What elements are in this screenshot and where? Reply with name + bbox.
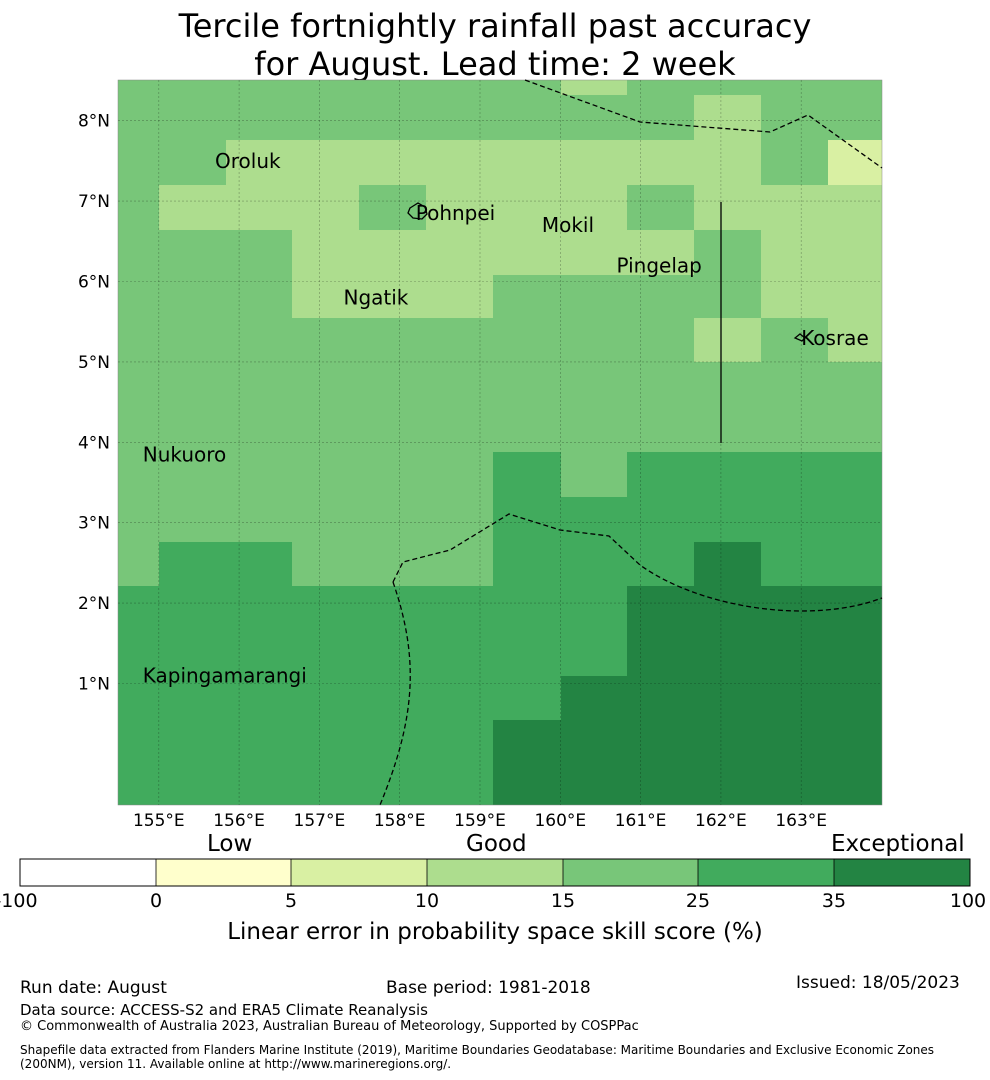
lat-tick-label: 2°N: [78, 594, 110, 614]
skill-cell: [493, 497, 882, 542]
island-label: Pohnpei: [416, 201, 496, 225]
colorbar-segment: [427, 859, 563, 886]
base-period: Base period: 1981-2018: [386, 978, 591, 998]
colorbar-category-exceptional: Exceptional: [831, 831, 965, 857]
colorbar-tick: 15: [550, 890, 576, 912]
island-outlines: [407, 202, 806, 342]
skill-cell: [561, 676, 627, 805]
skill-cell: [493, 542, 694, 586]
shapefile-credit-line2: (200NM), version 11. Available online at…: [20, 1057, 452, 1071]
island-label: Mokil: [542, 213, 594, 237]
lat-tick-label: 6°N: [78, 273, 110, 293]
colorbar-segment: [156, 859, 291, 886]
lon-tick-label: 162°E: [695, 811, 747, 831]
lat-tick-label: 5°N: [78, 353, 110, 373]
colorbar-tick: 10: [414, 890, 440, 912]
colorbar-title: Linear error in probability space skill …: [227, 919, 763, 945]
colorbar-tick: 35: [821, 890, 847, 912]
colorbar-tick: 5: [284, 890, 298, 912]
eez-boundaries: [379, 79, 883, 806]
island-label: Nukuoro: [143, 442, 227, 466]
skill-cell: [828, 140, 882, 185]
colorbar-segment: [20, 859, 156, 886]
lon-tick-label: 157°E: [294, 811, 346, 831]
colorbar-segment: [291, 859, 427, 886]
colorbar-frame: [19, 858, 971, 887]
skill-cell: [292, 275, 493, 318]
lon-tick-label: 159°E: [454, 811, 506, 831]
colorbar: [19, 858, 971, 887]
skill-grid: [117, 79, 883, 806]
colorbar-tick: 100: [949, 890, 987, 912]
lon-tick-label: 160°E: [534, 811, 586, 831]
graticule: [118, 80, 882, 805]
lon-tick-label: 158°E: [374, 811, 426, 831]
skill-cell: [627, 586, 882, 805]
island-label: Kapingamarangi: [143, 663, 307, 687]
skill-cell: [493, 452, 561, 497]
colorbar-category-low: Low: [207, 831, 253, 857]
island-label: Pingelap: [617, 253, 702, 277]
eez-boundary-south-arc: [392, 513, 883, 612]
colorbar-segment: [563, 859, 698, 886]
skill-cell: [761, 275, 882, 318]
lat-tick-label: 4°N: [78, 433, 110, 453]
lon-tick-label: 161°E: [615, 811, 667, 831]
skill-cell: [426, 185, 627, 230]
data-source: Data source: ACCESS-S2 and ERA5 Climate …: [20, 1001, 428, 1019]
island-labels: Oroluk Pohnpei Mokil Pingelap Ngatik Kosrae Nu…: [143, 149, 869, 688]
eez-boundary-west-arc: [379, 581, 411, 806]
skill-cell: [761, 230, 882, 275]
lon-tick-label: 163°E: [775, 811, 827, 831]
chart-title-line2: for August. Lead time: 2 week: [254, 45, 736, 83]
eez-boundary-north: [524, 79, 883, 169]
lat-tick-label: 3°N: [78, 514, 110, 534]
colorbar-category-good: Good: [466, 831, 527, 857]
copyright: © Commonwealth of Australia 2023, Austra…: [20, 1019, 639, 1034]
colorbar-tick: -100: [0, 890, 38, 912]
lat-tick-label: 8°N: [78, 112, 110, 132]
skill-cell: [694, 95, 761, 140]
chart-title-line1: Tercile fortnightly rainfall past accura…: [178, 7, 812, 45]
colorbar-tick: 25: [685, 890, 711, 912]
skill-cell: [694, 542, 761, 586]
skill-cell: [694, 318, 761, 362]
colorbar-segment: [834, 859, 970, 886]
island-label: Kosrae: [801, 326, 869, 350]
shapefile-credit-line1: Shapefile data extracted from Flanders M…: [20, 1043, 935, 1057]
map-frame: [117, 79, 883, 806]
skill-cell: [292, 230, 694, 275]
issued-date: Issued: 18/05/2023: [796, 973, 960, 993]
skill-cell: [694, 185, 882, 230]
island-label: Ngatik: [343, 286, 408, 310]
lon-tick-label: 155°E: [133, 811, 185, 831]
skill-cell: [226, 140, 761, 185]
lat-tick-label: 7°N: [78, 192, 110, 212]
lat-tick-label: 1°N: [78, 675, 110, 695]
run-date: Run date: August: [20, 978, 167, 998]
lon-tick-label: 156°E: [213, 811, 265, 831]
skill-cell: [493, 720, 561, 805]
map-axes: 155°E 156°E 157°E 158°E 159°E 160°E 161°E 162°E…: [78, 112, 827, 831]
colorbar-segment: [698, 859, 834, 886]
island-label: Oroluk: [215, 149, 281, 173]
skill-cell: [828, 318, 882, 362]
kosrae-outline: [793, 333, 806, 342]
skill-cell: [159, 542, 292, 586]
skill-cell: [159, 185, 359, 230]
skill-cell: [627, 452, 882, 497]
colorbar-tick: 0: [149, 890, 163, 912]
skill-cell: [561, 80, 627, 95]
skill-cell: [761, 542, 882, 586]
pohnpei-outline: [407, 202, 428, 220]
